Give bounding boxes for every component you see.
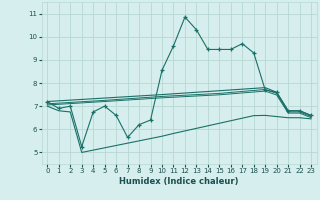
X-axis label: Humidex (Indice chaleur): Humidex (Indice chaleur) xyxy=(119,177,239,186)
